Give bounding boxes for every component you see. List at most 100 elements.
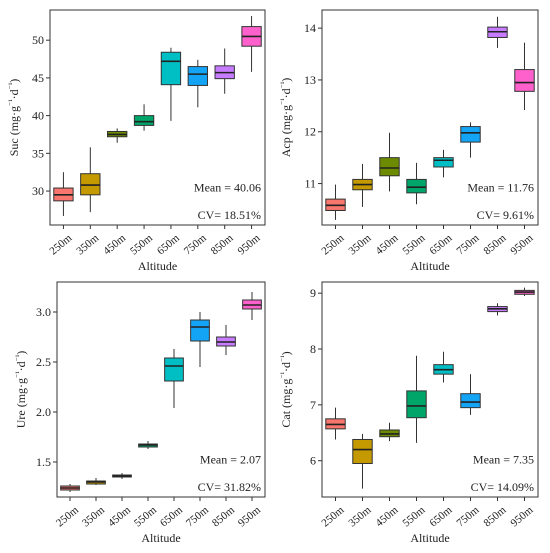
acp-box-650m: [433, 149, 454, 178]
ure-x-tick-label: 250m: [54, 504, 81, 530]
label-text: Ure (mg·g: [14, 378, 28, 428]
suc-x-axis-title: Altitude: [138, 259, 177, 273]
cat-box-250m: [325, 407, 346, 440]
exponent-text: ⁻¹: [14, 354, 23, 361]
box-body: [433, 157, 454, 168]
cat-plot-frame: [321, 281, 539, 498]
label-text: Cat (mg·g: [279, 379, 293, 428]
acp-x-axis-title: Altitude: [410, 259, 449, 273]
label-text: ·d: [14, 361, 28, 371]
ure-y-tick-label: 1.5: [36, 455, 51, 469]
acp-box-250m: [325, 184, 346, 220]
cat-x-tick-label: 250m: [320, 504, 347, 530]
suc-x-tick-label: 950m: [236, 232, 263, 258]
ure-x-tick-label: 750m: [184, 504, 211, 530]
suc-mean-annotation: Mean = 40.06: [194, 181, 261, 195]
acp-x-tick-label: 250m: [320, 232, 347, 258]
suc-box-350m: [80, 147, 101, 213]
ure-box-550m: [138, 441, 158, 449]
ure-y-tick-label: 3.0: [36, 305, 51, 319]
cat-x-tick-label: 950m: [509, 504, 536, 530]
exponent-text: ⁻¹: [7, 99, 16, 106]
cat-x-tick-label: 550m: [401, 504, 428, 530]
acp-box-750m: [460, 122, 481, 158]
ure-box-450m: [112, 473, 132, 479]
suc-x-tick-label: 250m: [47, 232, 74, 258]
box-body: [406, 390, 427, 419]
ure-x-axis-title: Altitude: [141, 531, 180, 545]
exponent-text: ⁻¹: [279, 371, 288, 378]
ure-x-tick-label: 550m: [132, 504, 159, 530]
acp-box-450m: [379, 132, 400, 192]
suc-x-tick-label: 350m: [74, 232, 101, 258]
box-body: [460, 393, 481, 409]
suc-box-250m: [53, 172, 74, 216]
suc-box-550m: [133, 104, 155, 131]
acp-x-tick-label: 850m: [482, 232, 509, 258]
cat-x-axis-title: Altitude: [410, 531, 449, 545]
suc-x-tick-label: 750m: [182, 232, 209, 258]
box-body: [133, 115, 155, 126]
label-text: ): [279, 78, 293, 82]
label-text: Acp (mg·g: [279, 105, 293, 157]
exponent-text: ⁻¹: [279, 98, 288, 105]
label-text: ): [14, 351, 28, 355]
cat-x-tick-label: 350m: [347, 504, 374, 530]
cat-mean-annotation: Mean = 7.35: [473, 453, 534, 467]
label-text: ): [279, 351, 293, 355]
ure-x-tick-label: 350m: [80, 504, 107, 530]
ure-box-950m: [242, 292, 262, 320]
acp-box-550m: [406, 162, 427, 205]
suc-y-tick-label: 30: [32, 184, 44, 198]
label-text: ·d: [279, 88, 293, 98]
box-body: [160, 51, 182, 86]
suc-plot-frame: [49, 9, 266, 226]
ure-box-350m: [86, 478, 106, 485]
ure-x-tick-label: 450m: [106, 504, 133, 530]
ure-x-tick-label: 950m: [236, 504, 263, 530]
acp-x-tick-label: 450m: [374, 232, 401, 258]
box-body: [514, 69, 535, 92]
acp-x-tick-label: 550m: [401, 232, 428, 258]
panel-suc: 30 35 40 45 50 250m 350m 450m 550m 650m 750m 850m 95…: [7, 9, 266, 273]
ure-y-axis-title: Ure (mg·g⁻¹·d⁻¹): [14, 351, 29, 429]
ure-mean-annotation: Mean = 2.07: [200, 453, 261, 467]
ure-box-850m: [216, 325, 236, 355]
suc-y-tick-label: 40: [32, 109, 44, 123]
box-body: [190, 319, 210, 342]
suc-cv-annotation: CV= 18.51%: [198, 208, 261, 222]
cat-box-450m: [379, 422, 400, 442]
cat-x-tick-label: 450m: [374, 504, 401, 530]
suc-y-tick-label: 45: [32, 71, 44, 85]
cat-box-350m: [352, 433, 373, 489]
acp-mean-annotation: Mean = 11.76: [467, 181, 534, 195]
suc-box-850m: [214, 48, 235, 94]
panel-ure: 1.5 2.0 2.5 3.0 250m 350m 450m 550m 650m 750m 850m…: [14, 281, 266, 545]
ure-plot-frame: [56, 281, 266, 498]
acp-x-tick-label: 750m: [455, 232, 482, 258]
label-text: ·d: [279, 362, 293, 372]
ure-box-650m: [164, 349, 184, 408]
cat-box-650m: [433, 351, 454, 383]
acp-box-950m: [514, 42, 535, 110]
cat-y-tick-label: 7: [310, 398, 316, 412]
label-text: Suc (mg·g: [7, 106, 21, 156]
acp-x-tick-label: 950m: [509, 232, 536, 258]
cat-box-950m: [514, 287, 535, 296]
label-text: ·d: [7, 89, 21, 99]
ure-x-tick-label: 650m: [158, 504, 185, 530]
exponent-text: ⁻¹: [279, 81, 288, 88]
acp-box-350m: [352, 163, 373, 207]
acp-y-tick-label: 12: [304, 125, 316, 139]
acp-y-tick-label: 14: [304, 21, 316, 35]
cat-y-tick-label: 8: [310, 342, 316, 356]
suc-x-tick-label: 450m: [101, 232, 128, 258]
suc-box-650m: [160, 47, 182, 121]
suc-y-axis-title: Suc (mg·g⁻¹·d⁻¹): [7, 79, 22, 157]
ure-cv-annotation: CV= 31.82%: [198, 480, 261, 494]
ure-y-tick-label: 2.0: [36, 405, 51, 419]
acp-y-axis-title: Acp (mg·g⁻¹·d⁻¹): [279, 78, 294, 158]
suc-box-750m: [187, 59, 208, 108]
